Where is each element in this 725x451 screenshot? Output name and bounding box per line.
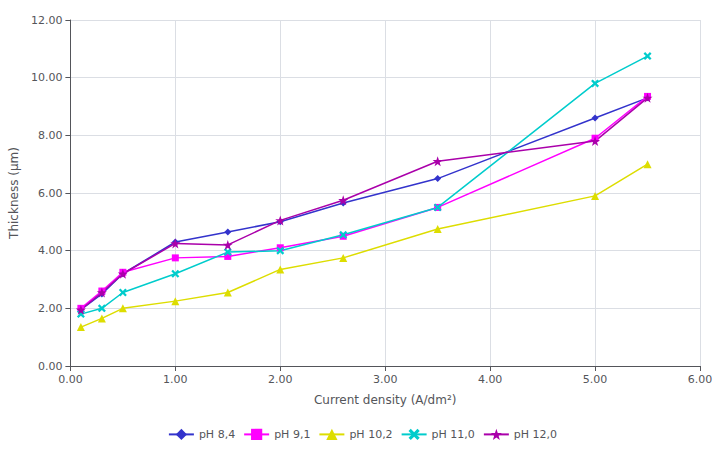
svg-text:10.00: 10.00 [31, 71, 63, 84]
svg-text:0.00: 0.00 [38, 360, 63, 373]
svg-text:pH 9,1: pH 9,1 [274, 428, 310, 441]
svg-text:Current density (A/dm²): Current density (A/dm²) [314, 393, 456, 407]
svg-text:4.00: 4.00 [478, 373, 503, 386]
svg-text:2.00: 2.00 [268, 373, 293, 386]
svg-text:6.00: 6.00 [38, 187, 63, 200]
svg-text:6.00: 6.00 [688, 373, 713, 386]
svg-text:1.00: 1.00 [163, 373, 188, 386]
svg-text:Thickness (µm): Thickness (µm) [7, 147, 21, 240]
svg-text:pH 11,0: pH 11,0 [432, 428, 475, 441]
svg-text:0.00: 0.00 [58, 373, 83, 386]
svg-text:2.00: 2.00 [38, 302, 63, 315]
svg-text:12.00: 12.00 [31, 14, 63, 27]
svg-text:8.00: 8.00 [38, 129, 63, 142]
svg-text:pH 10,2: pH 10,2 [349, 428, 392, 441]
svg-text:pH 8,4: pH 8,4 [199, 428, 235, 441]
svg-text:pH 12,0: pH 12,0 [514, 428, 557, 441]
svg-text:5.00: 5.00 [583, 373, 608, 386]
svg-text:4.00: 4.00 [38, 244, 63, 257]
svg-text:3.00: 3.00 [373, 373, 398, 386]
